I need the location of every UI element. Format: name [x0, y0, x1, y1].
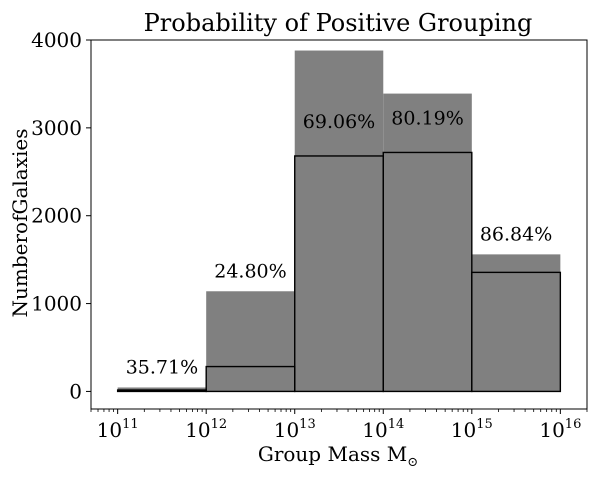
chart-title: Probability of Positive Grouping: [144, 9, 533, 37]
percentage-label-2: 69.06%: [303, 111, 375, 133]
x-axis-ticks: 1011 1012 1013 1014 1015 1016: [90, 409, 588, 442]
y-tick-label-0: 0: [69, 379, 82, 403]
x-tick-label-3: 1014: [362, 417, 404, 442]
y-axis-label: NumberofGalaxies: [8, 129, 32, 318]
y-tick-label-3: 3000: [31, 116, 82, 140]
axes-frame: [90, 39, 588, 410]
y-tick-label-2: 2000: [31, 204, 82, 228]
y-tick-label-1: 1000: [31, 292, 82, 316]
x-tick-label-1: 1012: [185, 417, 227, 442]
percentage-labels: 35.71% 24.80% 69.06% 80.19% 86.84%: [126, 107, 553, 378]
y-tick-label-4: 4000: [31, 28, 82, 52]
x-tick-label-4: 1015: [451, 417, 493, 442]
x-tick-label-5: 1016: [539, 417, 581, 442]
x-axis-label: Group Mass M⊙: [258, 442, 418, 470]
total-bars: [117, 50, 561, 392]
x-tick-label-0: 1011: [97, 417, 139, 442]
percentage-label-3: 80.19%: [391, 107, 463, 129]
total-bar-3: [383, 93, 472, 392]
y-axis-ticks: 0 1000 2000 3000 4000: [31, 28, 91, 403]
positive-bar-4: [471, 271, 562, 393]
percentage-label-1: 24.80%: [214, 260, 286, 282]
positive-bars: [116, 151, 562, 393]
percentage-label-0: 35.71%: [126, 356, 198, 378]
percentage-label-4: 86.84%: [480, 223, 552, 245]
x-tick-label-2: 1013: [274, 417, 316, 442]
total-bar-4: [471, 254, 561, 392]
total-bar-2: [294, 50, 384, 392]
total-bar-1: [206, 291, 295, 392]
